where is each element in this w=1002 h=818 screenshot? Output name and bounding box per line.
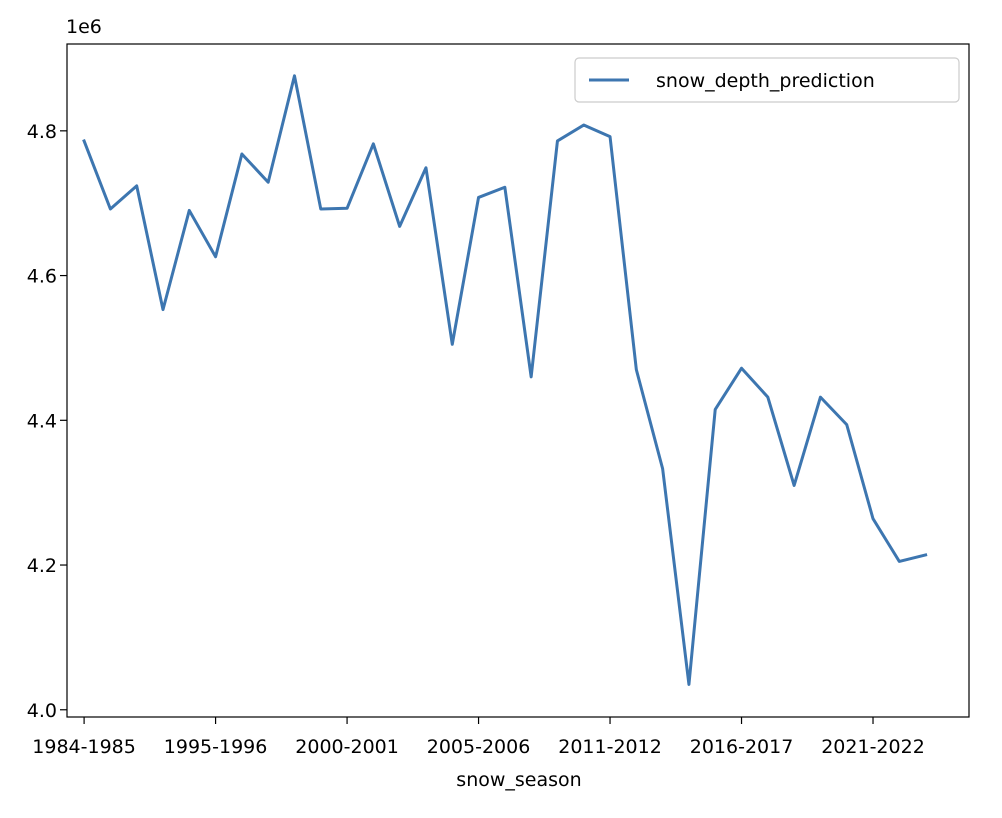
x-tick-label: 2011-2012 [558,736,662,758]
x-tick-label: 2021-2022 [821,736,925,758]
y-tick-label: 4.0 [27,700,57,722]
legend-label: snow_depth_prediction [656,70,875,92]
y-tick-label: 4.8 [27,121,57,143]
x-axis-label: snow_season [456,769,581,791]
y-tick-label: 4.6 [27,266,57,288]
y-tick-label: 4.2 [27,555,57,577]
series-line-snow-depth-prediction [82,74,928,686]
y-axis: 4.0 4.2 4.4 4.6 4.8 [27,121,67,722]
x-tick-label: 2005-2006 [427,736,531,758]
legend-box [574,57,960,103]
x-tick-label: 2000-2001 [295,736,399,758]
x-axis: 1984-1985 1995-1996 2000-2001 2005-2006 2011… [32,717,925,758]
y-tick-label: 4.4 [27,410,57,432]
x-tick-label: 1984-1985 [32,736,136,758]
x-tick-label: 1995-1996 [164,736,268,758]
x-tick-label: 2016-2017 [690,736,794,758]
legend: snow_depth_prediction [574,57,960,103]
plot-frame [66,43,970,718]
plot-area [66,43,970,718]
y-offset-label: 1e6 [66,16,102,38]
